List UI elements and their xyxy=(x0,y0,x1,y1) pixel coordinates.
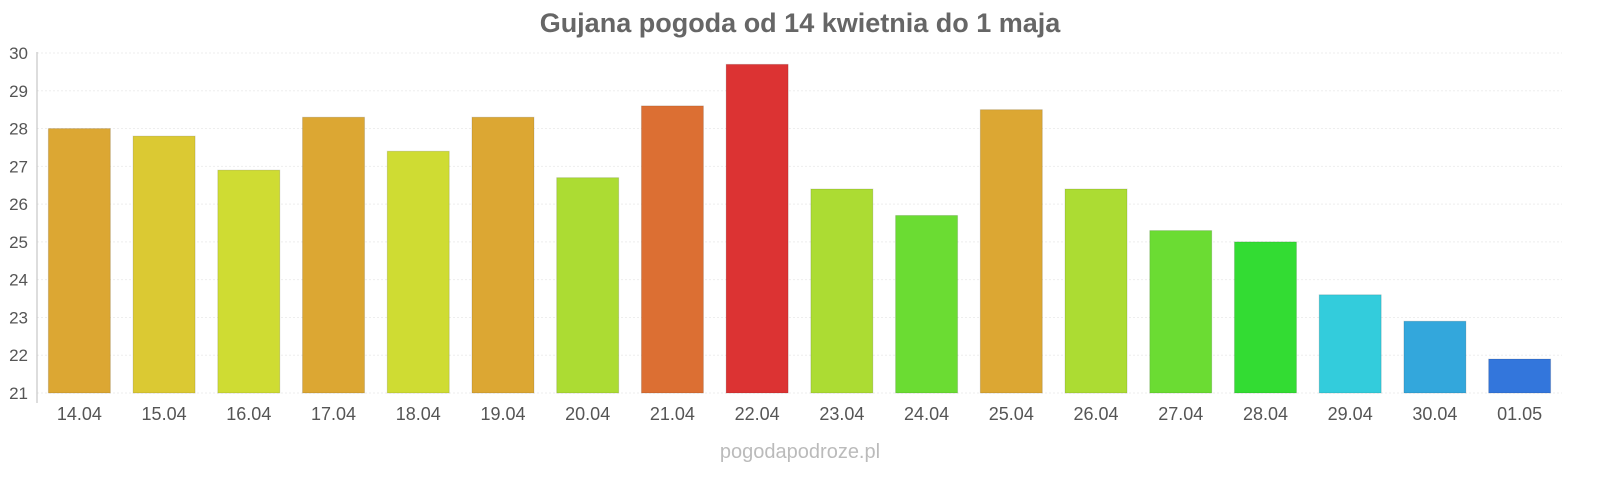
x-tick-label: 14.04 xyxy=(57,404,102,424)
bar xyxy=(1149,230,1213,394)
x-tick-label: 20.04 xyxy=(565,404,610,424)
x-tick-label: 27.04 xyxy=(1158,404,1203,424)
x-tick-label: 18.04 xyxy=(396,404,441,424)
chart-title: Gujana pogoda od 14 kwietnia do 1 maja xyxy=(540,8,1062,38)
x-tick-label: 22.04 xyxy=(735,404,780,424)
y-tick-label: 24 xyxy=(9,271,28,290)
x-tick-label: 29.04 xyxy=(1328,404,1373,424)
bar xyxy=(471,116,535,394)
bar xyxy=(1488,358,1552,394)
x-tick-label: 24.04 xyxy=(904,404,949,424)
y-tick-label: 29 xyxy=(9,82,28,101)
footer-watermark: pogodapodroze.pl xyxy=(720,441,880,463)
bar xyxy=(556,177,620,394)
bar xyxy=(810,188,874,394)
x-tick-label: 21.04 xyxy=(650,404,695,424)
x-tick-label: 30.04 xyxy=(1412,404,1457,424)
y-tick-label: 30 xyxy=(9,44,28,63)
y-tick-label: 25 xyxy=(9,233,28,252)
bar xyxy=(132,135,196,394)
bar xyxy=(1318,294,1382,394)
bar xyxy=(979,109,1043,394)
bar xyxy=(1233,241,1297,394)
y-tick-label: 27 xyxy=(9,157,28,176)
x-tick-label: 19.04 xyxy=(480,404,525,424)
y-tick-label: 26 xyxy=(9,195,28,214)
y-tick-label: 23 xyxy=(9,308,28,327)
bar xyxy=(895,214,959,394)
x-tick-label: 15.04 xyxy=(142,404,187,424)
bar xyxy=(725,63,789,394)
bar xyxy=(1064,188,1128,394)
bar xyxy=(47,128,111,394)
x-tick-label: 01.05 xyxy=(1497,404,1542,424)
bar xyxy=(217,169,281,394)
y-tick-label: 28 xyxy=(9,120,28,139)
y-tick-label: 21 xyxy=(9,384,28,403)
x-tick-label: 25.04 xyxy=(989,404,1034,424)
bar xyxy=(640,105,704,394)
x-tick-label: 28.04 xyxy=(1243,404,1288,424)
y-tick-label: 22 xyxy=(9,346,28,365)
x-tick-label: 16.04 xyxy=(226,404,271,424)
bar xyxy=(302,116,366,394)
x-tick-label: 17.04 xyxy=(311,404,356,424)
x-tick-label: 23.04 xyxy=(819,404,864,424)
x-tick-label: 26.04 xyxy=(1074,404,1119,424)
bar xyxy=(386,150,450,394)
bar xyxy=(1403,320,1467,394)
